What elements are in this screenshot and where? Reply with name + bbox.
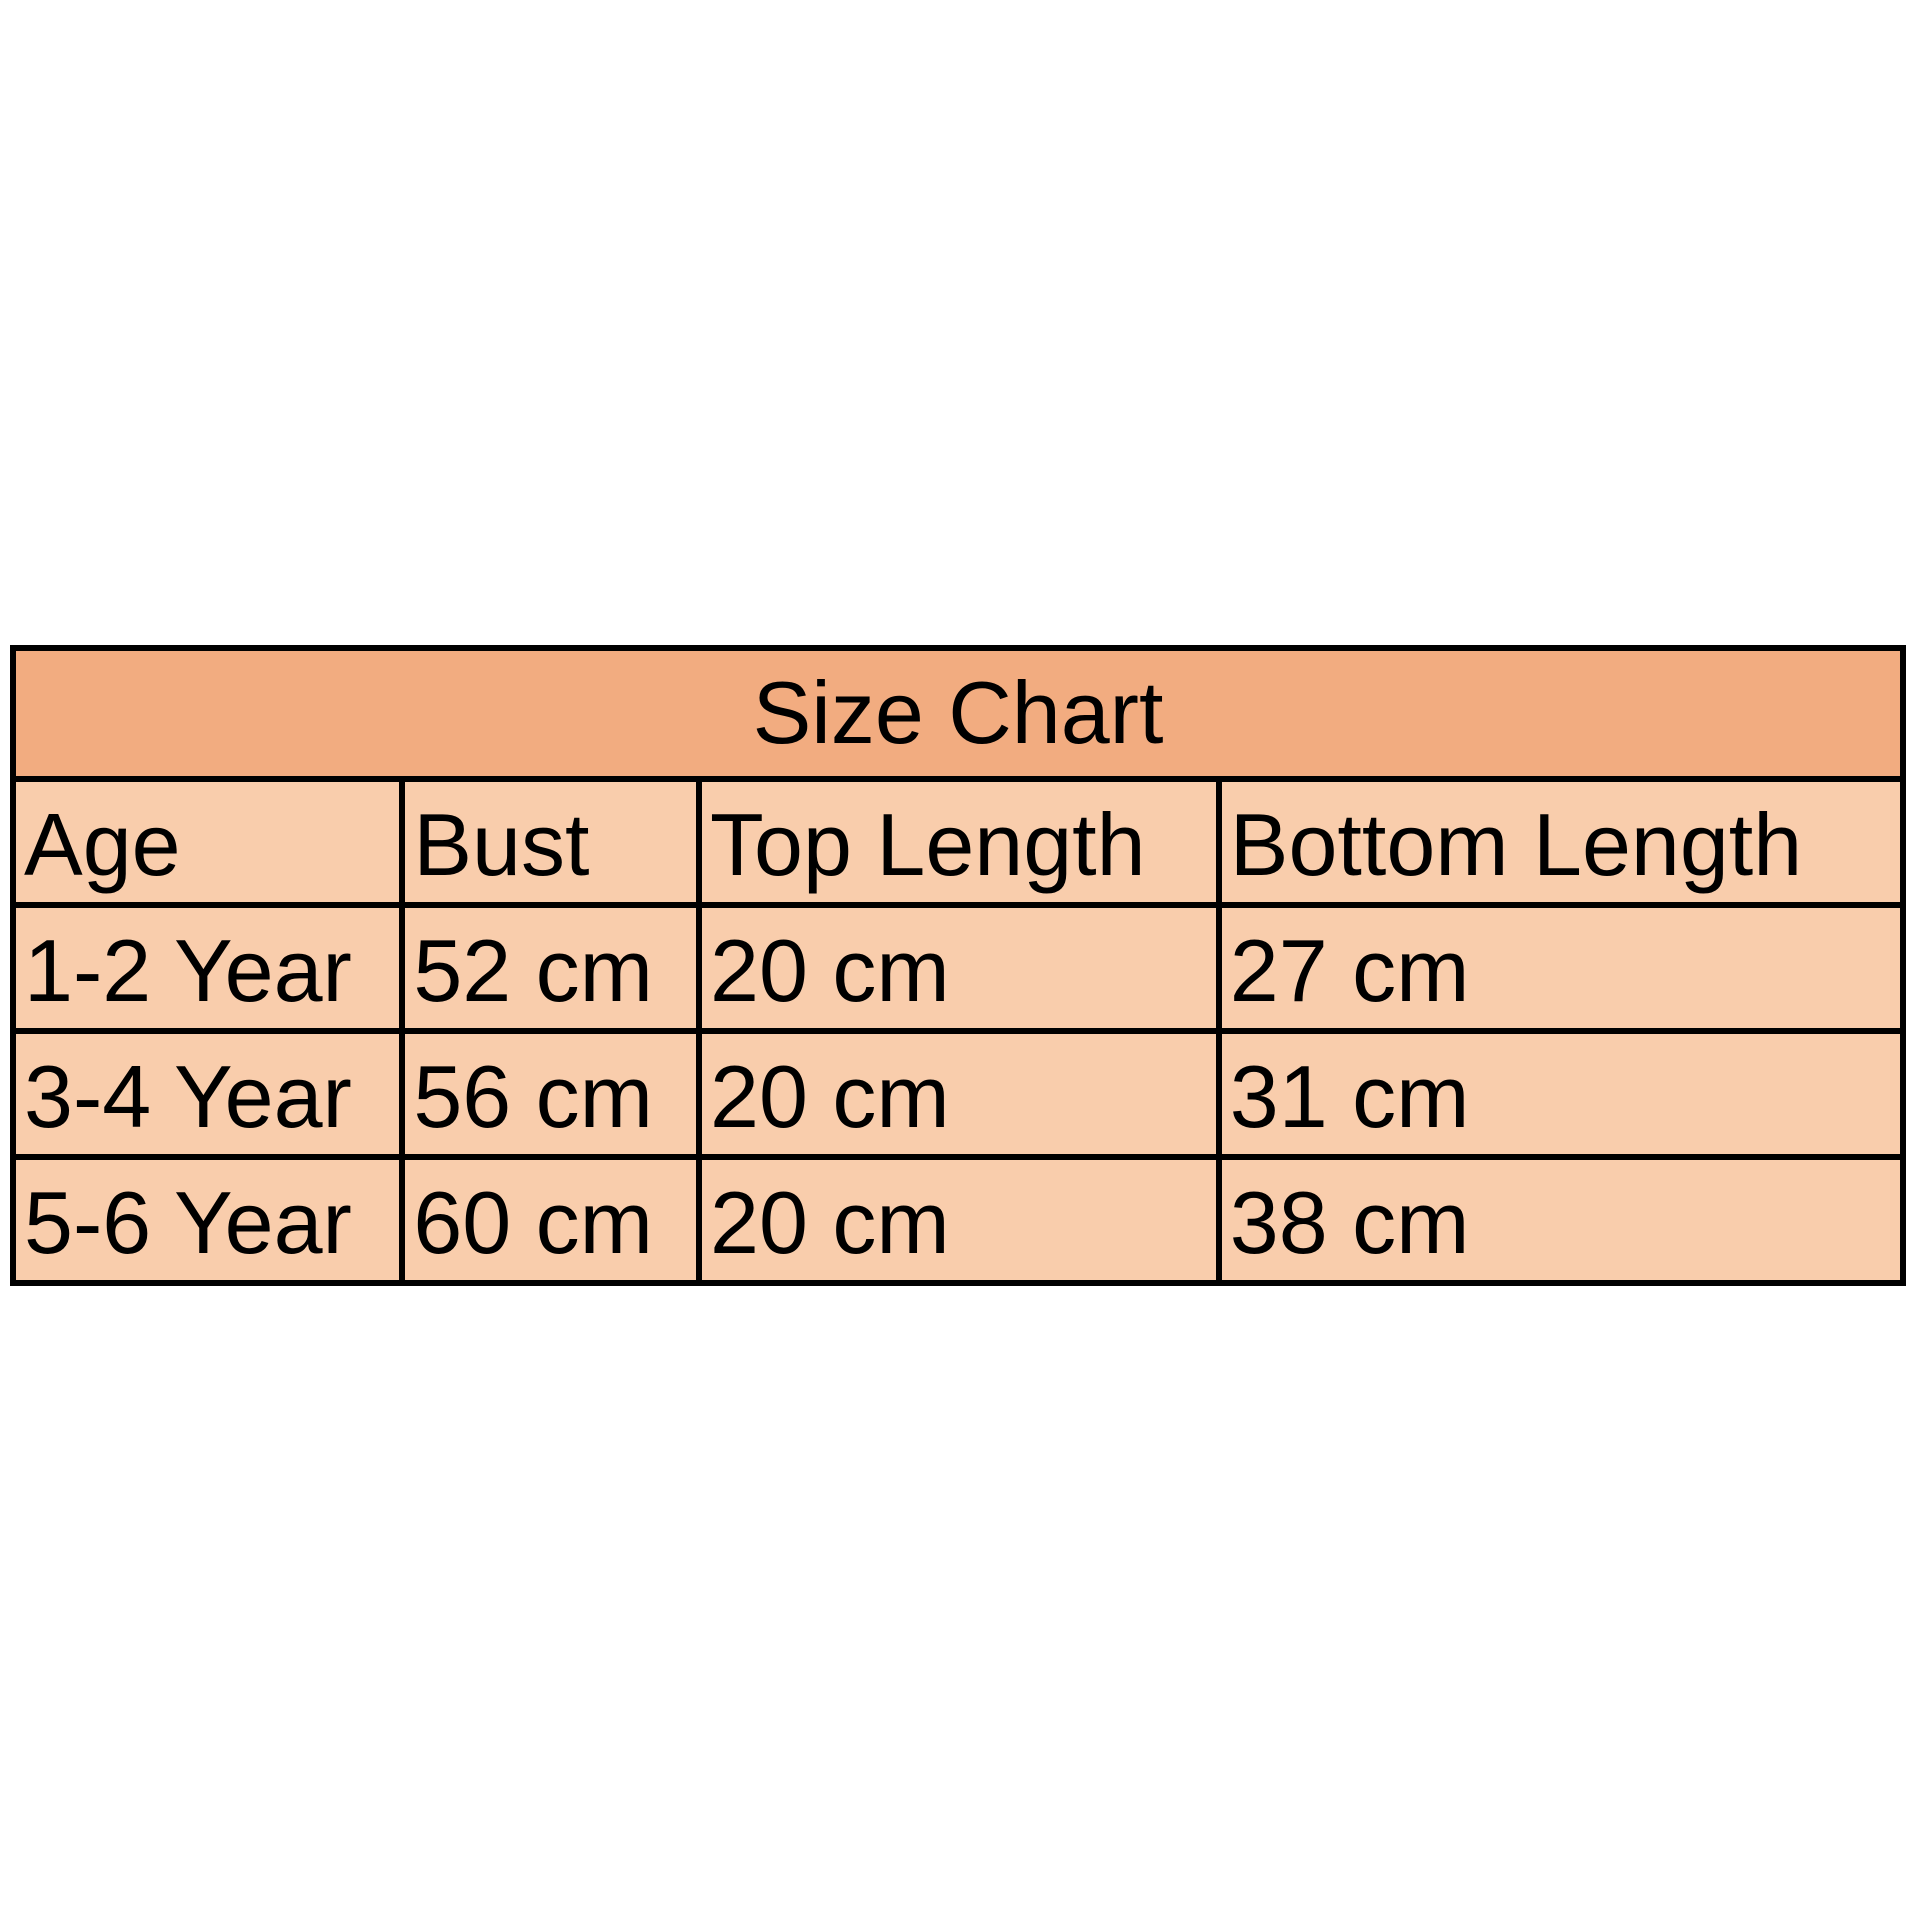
table-row: 1-2 Year 52 cm 20 cm 27 cm [9,902,1907,1034]
table-row: 5-6 Year 60 cm 20 cm 38 cm [9,1154,1907,1286]
column-header-row: Age Bust Top Length Bottom Length [9,776,1907,908]
cell-bottom-length: 31 cm [1215,1028,1907,1160]
cell-bottom-length: 38 cm [1215,1154,1907,1286]
cell-top-length: 20 cm [696,902,1222,1034]
column-header-age: Age [9,776,406,908]
cell-bust: 60 cm [399,1154,703,1286]
column-header-top-length: Top Length [696,776,1222,908]
cell-age: 5-6 Year [9,1154,406,1286]
cell-age: 1-2 Year [9,902,406,1034]
table-row: 3-4 Year 56 cm 20 cm 31 cm [9,1028,1907,1160]
size-chart-title-row: Size Chart [10,645,1906,782]
size-chart-table: Size Chart Age Bust Top Length Bottom Le… [9,645,1907,1286]
column-header-bust: Bust [399,776,703,908]
cell-top-length: 20 cm [696,1028,1222,1160]
cell-bust: 56 cm [399,1028,703,1160]
cell-bust: 52 cm [399,902,703,1034]
size-chart-title: Size Chart [10,645,1906,782]
column-header-bottom-length: Bottom Length [1215,776,1907,908]
cell-top-length: 20 cm [696,1154,1222,1286]
cell-bottom-length: 27 cm [1215,902,1907,1034]
cell-age: 3-4 Year [9,1028,406,1160]
